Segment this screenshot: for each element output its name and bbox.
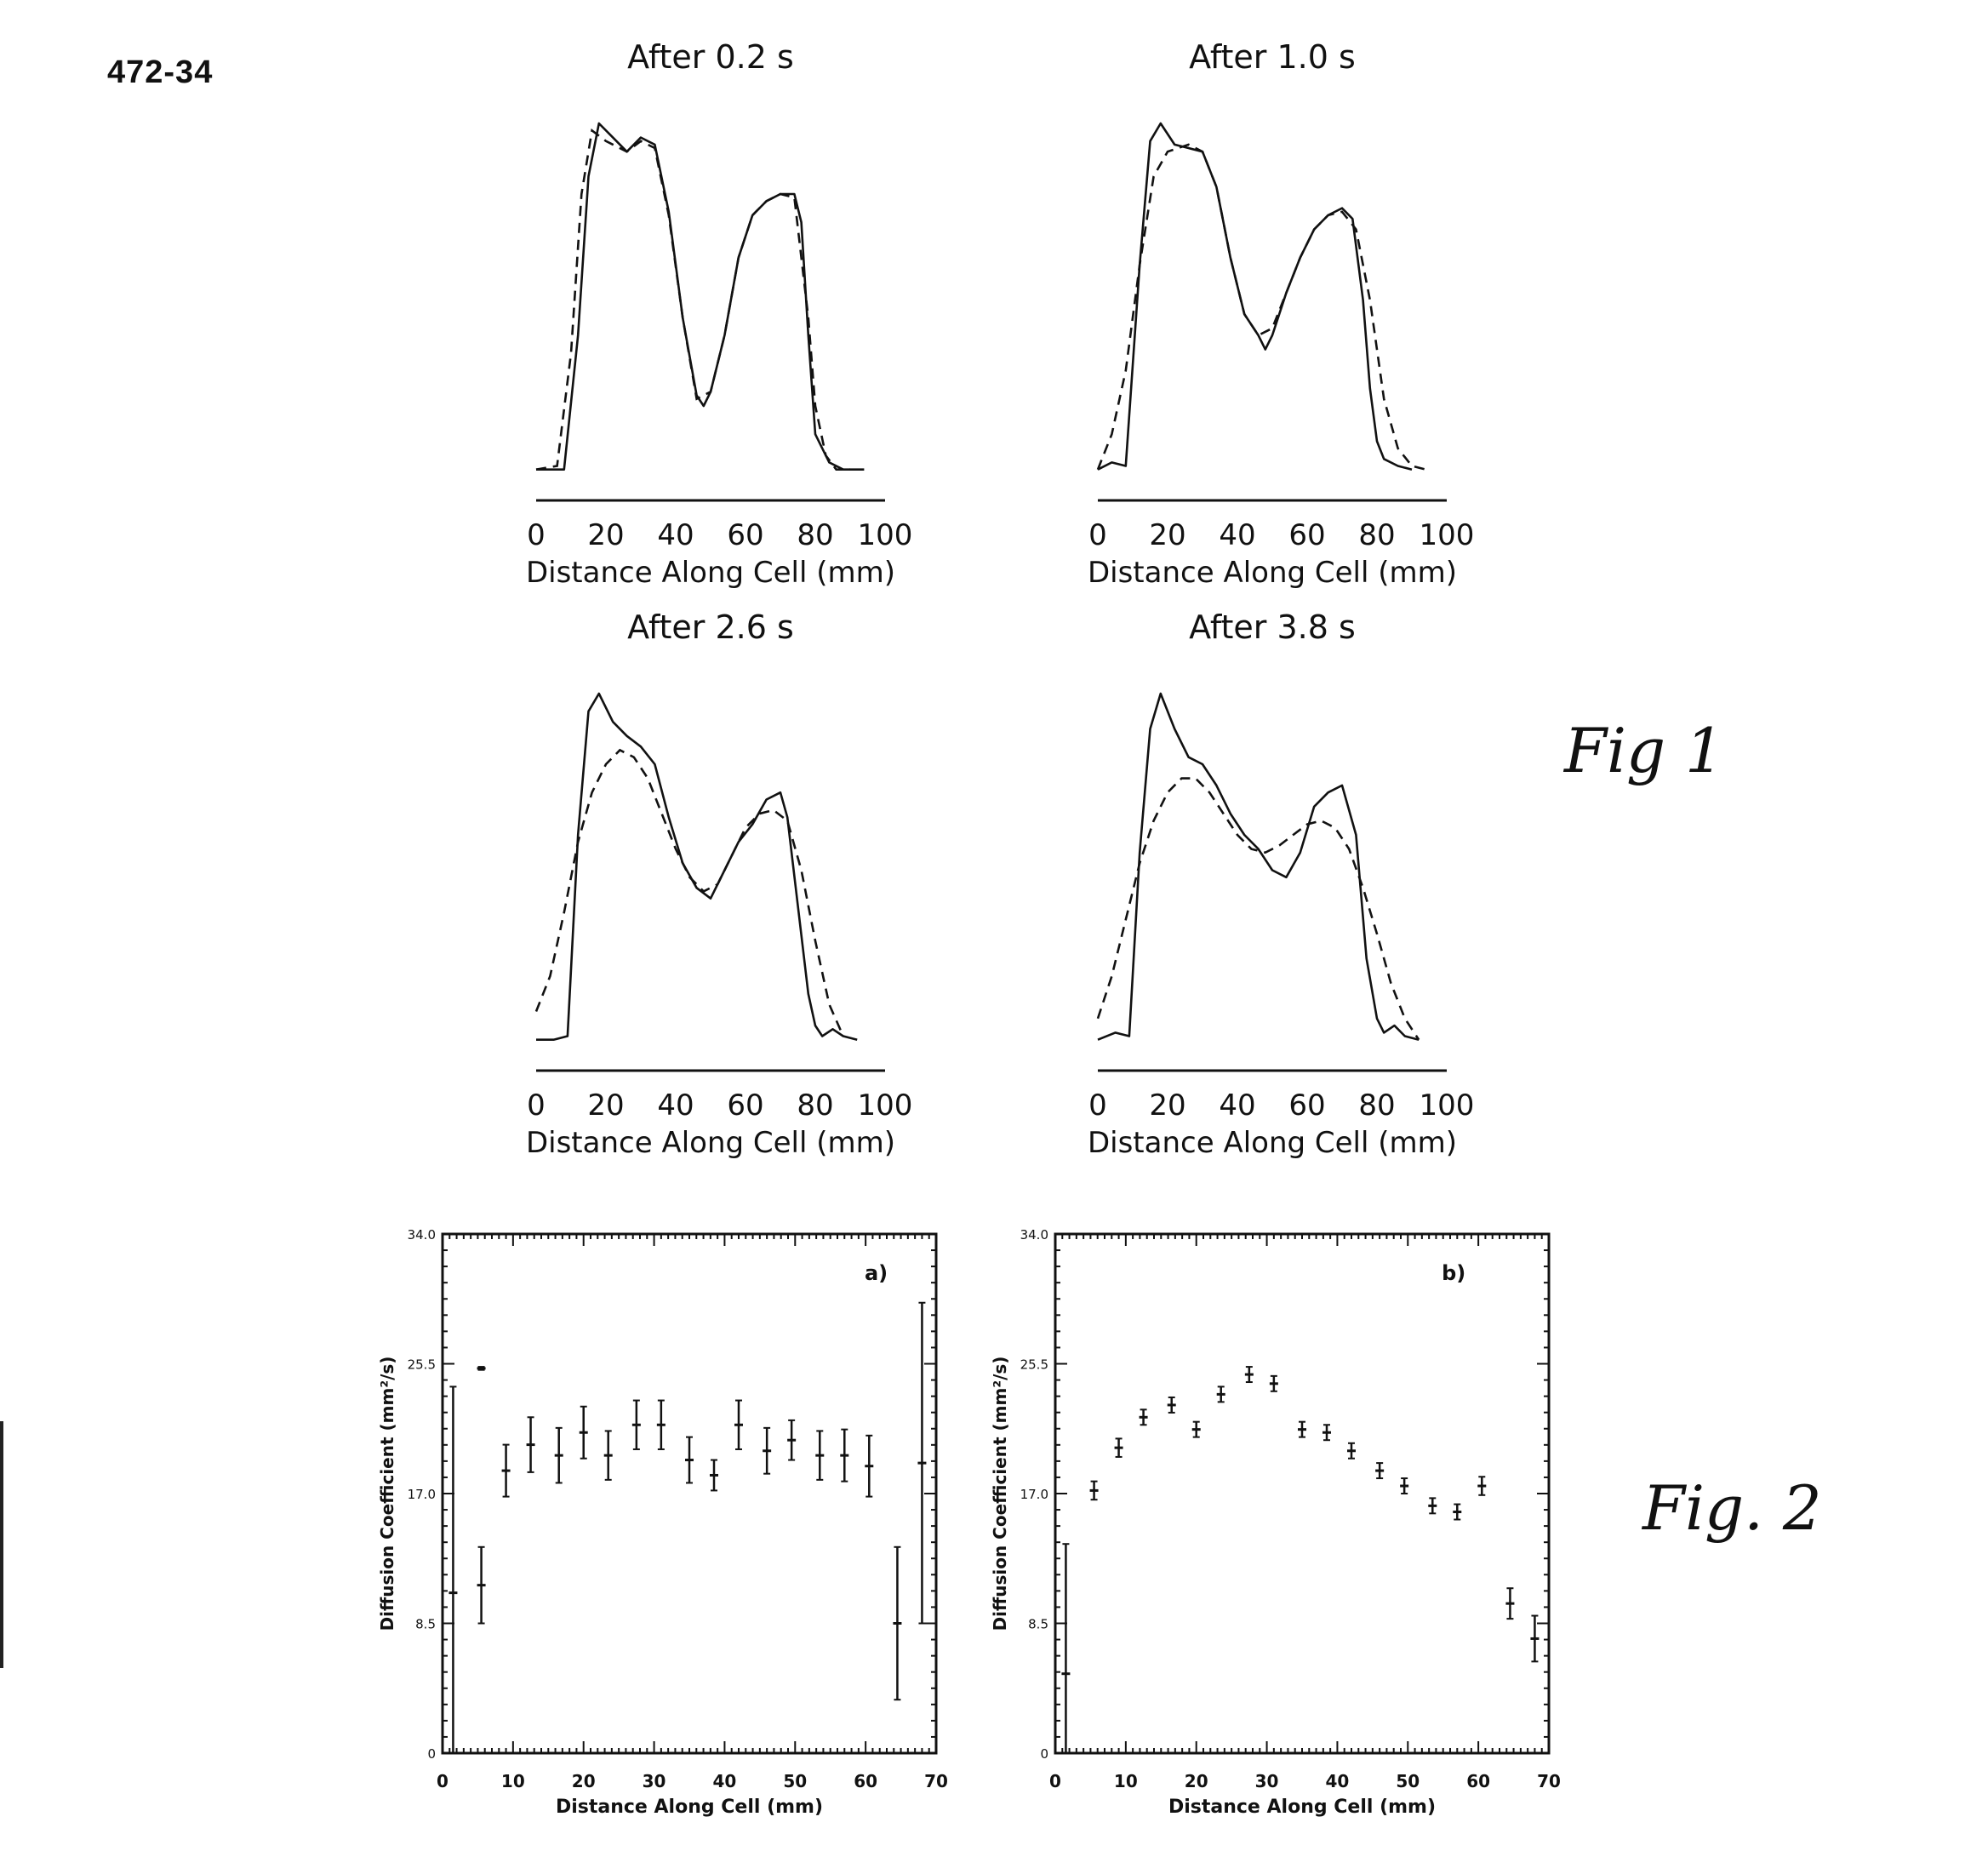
x-tick-label: 60	[1288, 518, 1325, 552]
x-tick-label: 70	[924, 1771, 948, 1791]
y-tick-label: 8.5	[415, 1617, 436, 1632]
x-tick-label: 80	[797, 518, 833, 552]
y-tick-label: 17.0	[408, 1487, 436, 1502]
y-tick-label: 25.5	[408, 1357, 436, 1373]
x-tick-label: 10	[501, 1771, 525, 1791]
chart-profile-0-2s: After 0.2 s 0 20 40 60 80 100 Distance Along Ce…	[526, 38, 913, 590]
x-tick-label: 0	[1088, 518, 1107, 552]
y-axis-label: Diffusion Coefficient (mm²/s)	[990, 1357, 1010, 1631]
chart-title: After 0.2 s	[627, 38, 794, 76]
chart-diffusion-a: 0 10 20 30 40 50 60 70 0 8.5 17.0 25.5 34.0 Distance …	[377, 1227, 948, 1818]
x-tick-label: 70	[1537, 1771, 1561, 1791]
x-axis-label: Distance Along Cell (mm)	[556, 1797, 823, 1818]
x-tick-label: 0	[527, 1088, 546, 1123]
measured-curve-solid	[536, 692, 858, 1041]
x-tick-label: 100	[858, 1088, 913, 1123]
model-curve-dashed	[1096, 777, 1420, 1041]
x-tick-label: 20	[587, 518, 624, 552]
x-tick-label: 0	[1088, 1088, 1107, 1123]
chart-title: After 2.6 s	[627, 608, 794, 646]
x-axis-label: Distance Along Cell (mm)	[1088, 1126, 1457, 1160]
y-tick-label: 34.0	[1020, 1227, 1048, 1243]
x-tick-label: 40	[1219, 518, 1255, 552]
x-tick-label: 80	[1358, 1088, 1395, 1123]
x-tick-label: 30	[1255, 1771, 1279, 1791]
x-tick-label: 40	[657, 518, 694, 552]
x-tick-label: 20	[1149, 1088, 1185, 1123]
x-tick-label: 80	[797, 1088, 833, 1123]
x-tick-label: 100	[1420, 518, 1475, 552]
x-tick-label: 0	[527, 518, 546, 552]
y-axis-label: Diffusion Coefficient (mm²/s)	[377, 1357, 397, 1631]
panel-label: a)	[865, 1261, 888, 1285]
x-tick-label: 40	[657, 1088, 694, 1123]
measured-curve-solid	[1097, 692, 1420, 1041]
model-curve-dashed	[534, 748, 844, 1037]
x-tick-label: 40	[1326, 1771, 1350, 1791]
margin-bar	[0, 1421, 3, 1668]
x-axis-label: Distance Along Cell (mm)	[1168, 1797, 1436, 1818]
x-tick-label: 100	[1420, 1088, 1475, 1123]
model-curve-dashed	[535, 128, 850, 471]
plot-frame	[1054, 1232, 1551, 1755]
figure-2-label: Fig. 2	[1642, 1472, 1822, 1544]
x-tick-label: 20	[587, 1088, 624, 1123]
x-tick-label: 40	[1219, 1088, 1255, 1123]
plot-frame	[441, 1232, 938, 1755]
chart-diffusion-b: 0 10 20 30 40 50 60 70 0 8.5 17.0 25.5 34.0 Distance …	[990, 1227, 1561, 1818]
x-tick-label: 50	[1396, 1771, 1420, 1791]
x-tick-label: 10	[1114, 1771, 1138, 1791]
x-tick-label: 0	[437, 1771, 448, 1791]
x-tick-label: 20	[572, 1771, 596, 1791]
x-axis-label: Distance Along Cell (mm)	[526, 556, 895, 590]
y-tick-label: 0	[427, 1746, 436, 1762]
x-tick-label: 0	[1049, 1771, 1061, 1791]
chart-title: After 3.8 s	[1189, 608, 1356, 646]
measured-curve-solid	[1097, 122, 1413, 471]
chart-title: After 1.0 s	[1189, 38, 1356, 76]
x-tick-label: 100	[858, 518, 913, 552]
x-tick-label: 20	[1149, 518, 1185, 552]
y-tick-label: 0	[1040, 1746, 1048, 1762]
x-tick-label: 50	[783, 1771, 807, 1791]
x-tick-label: 60	[727, 518, 763, 552]
figure-1-label: Fig 1	[1564, 715, 1724, 786]
model-curve-dashed	[1096, 143, 1426, 471]
x-tick-label: 80	[1358, 518, 1395, 552]
page-id: 472-34	[107, 54, 214, 90]
panel-label: b)	[1442, 1261, 1465, 1285]
x-axis-label: Distance Along Cell (mm)	[1088, 556, 1457, 590]
x-tick-label: 20	[1185, 1771, 1208, 1791]
y-tick-label: 25.5	[1020, 1357, 1048, 1373]
x-tick-label: 60	[727, 1088, 763, 1123]
y-tick-label: 34.0	[408, 1227, 436, 1243]
y-tick-label: 17.0	[1020, 1487, 1048, 1502]
x-tick-label: 60	[854, 1771, 877, 1791]
y-tick-label: 8.5	[1028, 1617, 1048, 1632]
x-tick-label: 60	[1466, 1771, 1490, 1791]
x-tick-label: 40	[713, 1771, 737, 1791]
x-tick-label: 60	[1288, 1088, 1325, 1123]
chart-profile-1-0s: After 1.0 s 0 20 40 60 80 100 Distance Along Ce…	[1088, 38, 1475, 590]
x-axis-label: Distance Along Cell (mm)	[526, 1126, 895, 1160]
x-tick-label: 30	[643, 1771, 666, 1791]
